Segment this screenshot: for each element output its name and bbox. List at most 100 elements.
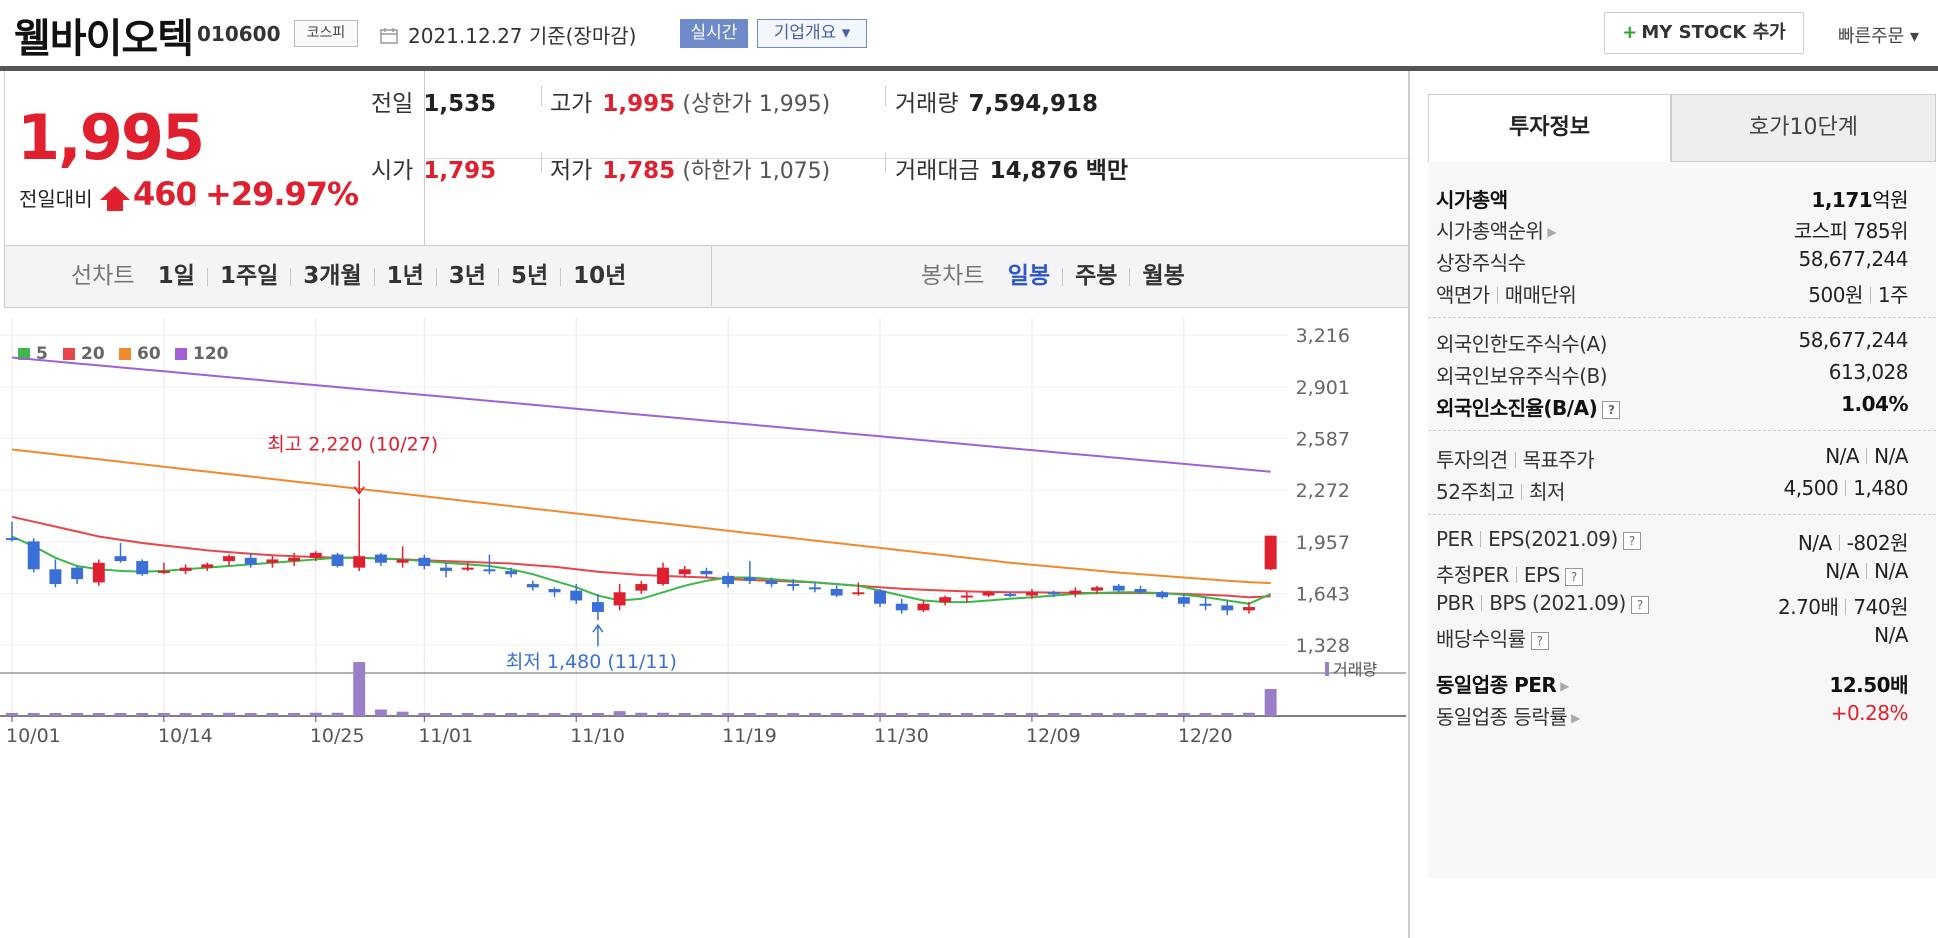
peer-change-label[interactable]: 동일업종 등락률 ▶ — [1436, 701, 1580, 730]
candle-body — [1199, 603, 1212, 606]
pipe-divider — [1845, 480, 1847, 496]
candle-chart-tab[interactable]: 일봉 — [1007, 263, 1051, 289]
line-chart-tab[interactable]: 1주일 — [219, 263, 279, 289]
help-icon[interactable]: ? — [1630, 596, 1649, 614]
help-icon[interactable]: ? — [1602, 401, 1621, 419]
foreign-hold-value: 613,028 — [1828, 360, 1909, 384]
market-cap-label: 시가총액 — [1436, 188, 1508, 212]
est-per-label: 추정PER EPS? — [1436, 559, 1583, 588]
candle-chart-tab[interactable]: 월봉 — [1142, 263, 1185, 289]
help-icon[interactable]: ? — [1530, 632, 1549, 650]
eps-label: EPS(2021.09) — [1488, 527, 1618, 551]
dividend-label: 배당수익률? — [1436, 623, 1549, 652]
candle-body — [1091, 587, 1104, 591]
candle-body — [396, 559, 409, 563]
market-badge: 코스피 — [294, 20, 358, 47]
market-cap-value: 1,171억원 — [1811, 184, 1908, 213]
calendar-icon — [380, 28, 398, 44]
volume-bar — [309, 712, 322, 716]
legend-swatch — [18, 348, 30, 360]
line-chart-tab[interactable]: 1년 — [386, 263, 424, 289]
candle-body — [461, 567, 474, 570]
peer-change-value: +0.28% — [1830, 701, 1909, 725]
x-tick-label: 10/01 — [6, 725, 61, 747]
candle-body — [830, 588, 843, 596]
volume-bar — [396, 711, 409, 716]
line-chart-tab[interactable]: 5년 — [510, 263, 549, 289]
add-my-stock-button[interactable]: + MY STOCK 추가 — [1604, 12, 1804, 54]
candle-body — [374, 554, 387, 563]
opinion-label: 투자의견 — [1436, 448, 1508, 472]
realtime-button[interactable]: 실시간 — [680, 19, 748, 48]
price-chart[interactable]: 5 20 60 120 3,216 2,901 2,587 2,272 1,957 1,643 1,… — [0, 308, 1406, 938]
tab-order-book[interactable]: 호가10단계 — [1671, 94, 1936, 162]
volume-bar — [1069, 713, 1082, 716]
price-summary: 1,995 전일대비 460 +29.97% 전일 1,535 고가 1,995 (… — [4, 71, 1411, 246]
candle-body — [288, 557, 301, 562]
market-cap-number: 1,171 — [1811, 188, 1873, 212]
candle-body — [1025, 592, 1038, 596]
volume-bar — [179, 713, 192, 716]
volume-bar — [483, 713, 496, 716]
volume-bar — [960, 713, 973, 716]
volume-bar — [331, 712, 344, 716]
line-chart-tab[interactable]: 3개월 — [303, 263, 362, 289]
pbr-value: 2.70배 — [1777, 595, 1839, 619]
peer-change-row[interactable]: 동일업종 등락률 ▶ +0.28% — [1436, 701, 1909, 731]
foreign-ratio-value: 1.04% — [1841, 392, 1908, 416]
candle-body — [49, 569, 62, 585]
y-tick-label: 1,957 — [1296, 532, 1350, 554]
est-per-row: 추정PER EPS? N/A N/A — [1436, 559, 1908, 589]
peer-per-label[interactable]: 동일업종 PER ▶ — [1436, 669, 1570, 698]
candle-body — [6, 538, 18, 541]
volume-bar — [939, 713, 952, 716]
trade-value-label: 거래대금 — [895, 158, 980, 184]
bps-value: 740원 — [1853, 595, 1908, 619]
candle-body — [179, 567, 192, 571]
candle-chart-tabs: 봉차트 일봉 주봉 월봉 — [921, 246, 1185, 306]
candle-body — [1156, 592, 1169, 598]
company-overview-dropdown[interactable]: 기업개요 ▾ — [757, 19, 867, 48]
tab-divider — [497, 267, 499, 286]
volume-bar — [418, 713, 431, 716]
line-chart-tab[interactable]: 3년 — [448, 263, 486, 289]
volume-bar — [787, 713, 800, 716]
stats-divider — [426, 158, 1411, 159]
dividend-row: 배당수익률? N/A — [1436, 623, 1908, 653]
market-cap-rank-label[interactable]: 시가총액순위 ▶ — [1436, 215, 1557, 244]
low-stat: 저가 1,785 (하한가 1,075) — [550, 151, 830, 185]
peer-per-row[interactable]: 동일업종 PER ▶ 12.50배 — [1436, 669, 1908, 699]
chart-legend: 5 20 60 120 — [18, 344, 229, 364]
current-price: 1,995 — [17, 101, 205, 174]
help-icon[interactable]: ? — [1564, 568, 1583, 586]
investment-info-panel: 투자정보 호가10단계 시가총액 1,171억원 시가총액순위 ▶ 코스피 785… — [1428, 94, 1936, 878]
candle-body — [722, 575, 735, 585]
high-stat: 고가 1,995 (상한가 1,995) — [550, 84, 830, 118]
volume-legend-swatch — [1325, 662, 1329, 676]
volume-bar — [1264, 689, 1277, 716]
opinion-target-value: N/A N/A — [1825, 444, 1908, 468]
volume-bar — [92, 713, 105, 716]
pbr-bps-value: 2.70배 740원 — [1777, 591, 1909, 620]
target-value: N/A — [1874, 444, 1908, 468]
help-icon[interactable]: ? — [1622, 532, 1641, 550]
tab-investment-info[interactable]: 투자정보 — [1428, 94, 1671, 162]
pipe-divider — [1866, 563, 1868, 579]
volume-value: 7,594,918 — [968, 91, 1098, 117]
quick-order-dropdown[interactable]: 빠른주문 ▾ — [1838, 26, 1919, 47]
candle-chart-tab[interactable]: 주봉 — [1075, 263, 1118, 289]
candle-body — [743, 577, 756, 581]
line-chart-tab[interactable]: 10년 — [573, 263, 627, 289]
volume-bar — [440, 713, 452, 716]
candle-body — [1047, 592, 1060, 595]
volume-label: 거래량 — [895, 91, 959, 117]
candlestick-chart[interactable]: 5 20 60 120 3,216 2,901 2,587 2,272 1,957 1,643 1,… — [0, 308, 1406, 938]
x-tick-label: 11/01 — [418, 725, 473, 747]
tabbar-divider — [711, 246, 712, 306]
low-value: 1,785 — [602, 158, 676, 184]
chart-period-tabs: 선차트 1일 1주일 3개월 1년 3년 5년 10년 봉차트 일봉 주봉 월봉 — [4, 246, 1410, 308]
volume-bar — [613, 711, 626, 716]
market-cap-rank-row[interactable]: 시가총액순위 ▶ 코스피 785위 — [1436, 215, 1909, 245]
line-chart-tab[interactable]: 1일 — [157, 263, 195, 289]
candle-body — [114, 556, 127, 562]
